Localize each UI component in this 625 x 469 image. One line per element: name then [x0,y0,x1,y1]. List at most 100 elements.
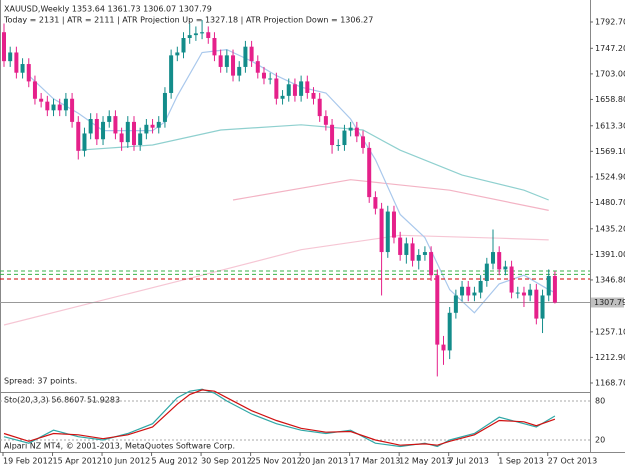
candle-body [101,121,106,140]
y-tick-label: 1613.30 [595,121,625,130]
indicator-title: Sto(20,3,3) 56.8607 51.9283 [4,396,120,405]
x-tick-label: 7 Jul 2013 [449,457,489,466]
y-tick-label: 1391.00 [595,250,625,259]
y-tick-label: 1703.00 [595,69,625,78]
candle-body [348,127,353,131]
y-tick-label: 1346.80 [595,275,625,284]
candle-body [336,145,341,147]
candle-body [528,289,533,296]
y-tick-label: 80 [595,396,605,405]
spread-annotation: Spread: 37 points. [4,377,77,386]
candle-body [373,197,378,209]
candle-body [261,72,266,79]
candle-body [51,104,56,111]
candle-body [156,121,161,128]
candle-body [286,84,291,96]
candle-body [503,266,508,270]
candle-body [422,252,427,255]
chart-title: XAUUSD,Weekly 1353.64 1361.73 1306.07 13… [4,5,212,14]
candle-body [70,98,75,122]
candle-body [193,33,198,36]
candle-body [200,32,205,34]
y-tick-label: 1569.10 [595,147,625,156]
x-tick-label: 1 Sep 2013 [498,457,544,466]
candle-body [484,263,489,281]
candle-body [404,243,409,255]
candle-body [206,32,211,39]
candle-body [478,280,483,293]
candle-body [330,124,335,146]
candle-body [509,266,514,293]
candle-body [416,254,421,261]
candle-body [491,252,496,264]
candle-body [169,55,174,93]
candle-body [534,289,539,319]
candle-body [113,116,118,134]
y-tick-label: 1792.70 [595,17,625,26]
candle-body [280,95,285,99]
candle-body [410,243,415,261]
candle-body [323,116,328,125]
candle-body [243,46,248,67]
candle-body [453,295,458,313]
y-tick-label: 1658.80 [595,95,625,104]
price-label-box [591,297,624,308]
candle-body [311,92,316,99]
candle-body [435,275,440,345]
y-tick-label: 1168.70 [595,378,625,387]
stochastic-line [3,389,556,446]
candle-body [441,344,446,351]
candle-body [14,52,19,73]
candle-body [212,38,217,56]
y-tick-label: 1212.90 [595,353,625,362]
y-tick-label: 1524.90 [595,172,625,181]
price-label: 1307.79 [594,298,625,307]
candle-body [20,64,25,73]
x-tick-label: 17 Mar 2013 [350,457,401,466]
candle-body [119,133,124,143]
candle-body [57,104,62,111]
candle-body [460,286,465,296]
candle-body [131,121,136,146]
candle-body [398,237,403,255]
x-tick-label: 20 Jan 2013 [300,457,348,466]
candle-body [88,119,93,134]
candle-body [466,286,471,296]
candle-body [144,124,149,134]
candle-body [107,116,112,122]
candle-body [552,275,557,303]
candle-body [292,84,297,96]
candle-body [305,81,310,93]
candle-body [32,81,37,99]
candle-body [218,55,223,67]
candle-body [385,211,390,253]
candle-body [354,127,359,137]
candle-body [361,136,366,148]
candle-body [45,101,50,111]
moving-average [3,234,549,326]
candle-body [540,295,545,319]
candle-body [224,55,229,67]
candle-body [8,52,13,62]
y-tick-label: 1747.20 [595,44,625,53]
candle-body [497,252,502,270]
candle-body [26,64,31,82]
candle-body [299,81,304,96]
candle-body [39,98,44,102]
candle-body [367,147,372,198]
x-tick-label: 25 Nov 2012 [251,457,302,466]
candle-body [138,133,143,146]
candle-body [82,133,87,151]
x-tick-label: 5 Aug 2012 [152,457,198,466]
candle-body [181,38,186,53]
candle-body [447,312,452,351]
candle-body [237,66,242,76]
candle-body [63,98,68,111]
x-tick-label: 15 Apr 2012 [53,457,102,466]
candle-body [268,78,273,80]
candle-body [546,275,551,296]
candle-body [255,61,260,73]
x-tick-label: 12 May 2013 [399,457,451,466]
